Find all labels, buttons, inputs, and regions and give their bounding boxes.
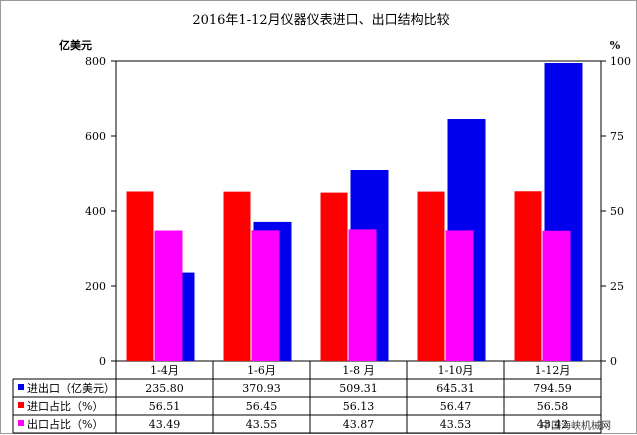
data-table-value: 43.87 [343,418,375,431]
data-table-value: 43.55 [246,418,278,431]
data-table-value: 509.31 [339,382,378,395]
chart-title: 2016年1-12月仪器仪表进口、出口结构比较 [192,13,449,28]
right-axis-tick-label: 50 [610,205,624,218]
legend-series-name: 进口占比（%） [27,399,103,413]
data-table-value: 43.49 [149,418,181,431]
bar-export-share [348,229,377,361]
data-table-value: 43.42 [537,418,569,431]
x-category-label: 1-6月 [247,364,276,377]
bar-import-share [514,191,542,361]
right-axis-tick-label: 25 [610,280,624,293]
right-axis-tick-label: 0 [610,355,617,368]
bar-export-share [154,230,183,361]
x-category-label: 1-8 月 [342,364,374,377]
legend-series-name: 进出口（亿美元） [27,381,115,395]
bar-export-share [542,230,571,361]
data-table-value: 645.31 [436,382,475,395]
bar-export-share [251,230,280,361]
left-axis-tick-label: 200 [85,280,106,293]
data-table-value: 56.13 [343,400,375,413]
left-axis-unit: 亿美元 [59,38,92,52]
chart-axes: 0 200 400 600 800 0 25 50 75 100 [85,55,631,368]
bar-export-share [445,230,474,361]
data-table-value: 235.80 [145,382,184,395]
left-axis-tick-label: 400 [85,205,106,218]
left-axis-tick-label: 600 [85,130,106,143]
data-table-value: 370.93 [242,382,281,395]
bar-import-share [417,191,445,361]
right-axis-unit: % [610,39,621,52]
x-category-label: 1-12月 [535,364,571,377]
bar-import-share [223,191,251,361]
legend-swatch [18,420,24,426]
watermark-text: 中国海峡机械网 [541,419,611,432]
x-category-label: 1-10月 [438,364,474,377]
data-table-value: 56.47 [440,400,472,413]
legend-series-name: 出口占比（%） [27,417,103,431]
x-category-label: 1-4月 [150,364,179,377]
left-axis-tick-label: 0 [99,355,106,368]
right-axis-tick-label: 75 [610,130,624,143]
data-table-value: 56.45 [246,400,278,413]
data-table-value: 56.51 [149,400,181,413]
bar-import-share [126,191,154,361]
legend-swatch [18,402,24,408]
legend-swatch [18,384,24,390]
left-axis-tick-label: 800 [85,55,106,68]
right-axis-tick-label: 100 [610,55,631,68]
chart-marks [126,63,583,362]
data-table-value: 43.53 [440,418,472,431]
bar-import-share [320,192,348,361]
data-table-value: 794.59 [533,382,572,395]
data-table-value: 56.58 [537,400,569,413]
